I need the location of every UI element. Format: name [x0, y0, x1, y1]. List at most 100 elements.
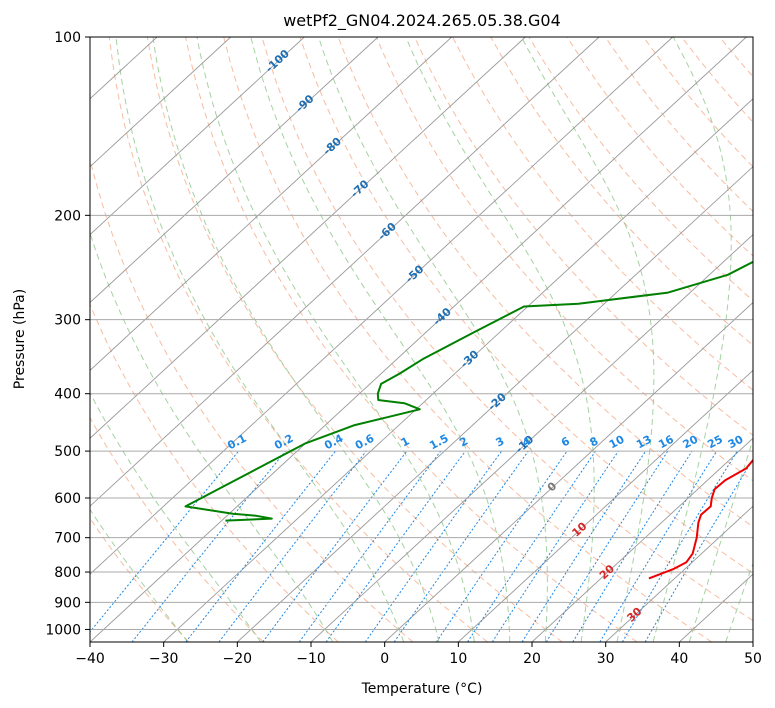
isotherm-line [163, 98, 753, 642]
isotherm-line [605, 505, 753, 642]
background-lines [90, 37, 775, 642]
dry-adiabat-line [566, 37, 753, 257]
dewpoint-profile-line [184, 260, 753, 522]
x-tick-label: −10 [296, 651, 326, 667]
mixing-ratio-line [90, 450, 239, 633]
mixing-ratio-label: 1.5 [427, 432, 450, 453]
moist-adiabat-line [725, 562, 753, 642]
mixing-ratio-label: 8 [588, 434, 601, 449]
isotherm-line [90, 37, 232, 168]
mixing-ratio-line [364, 450, 503, 642]
mixing-ratio-line [435, 450, 568, 642]
moist-adiabat-line [196, 37, 475, 642]
isotherm-line [90, 37, 379, 304]
y-tick-label: 900 [54, 595, 81, 611]
dry-adiabat-line [375, 37, 753, 482]
dry-adiabat-line [261, 37, 753, 622]
dry-adiabat-line [108, 37, 488, 642]
mixing-ratio-line [467, 450, 597, 642]
y-tick-label: 800 [54, 565, 81, 581]
mixing-ratio-label: 10 [607, 433, 627, 452]
isotherm-line [310, 233, 753, 642]
x-tick-label: 20 [523, 651, 541, 667]
moist-adiabat-line [90, 391, 262, 642]
moist-adiabat-line [152, 37, 440, 642]
isotherm-label: -100 [263, 47, 292, 75]
dry-adiabat-line [299, 37, 753, 574]
isotherm-line [531, 437, 753, 642]
moist-adiabat-line [250, 37, 511, 642]
moist-adiabat-line [520, 37, 655, 642]
mixing-ratio-line [393, 450, 529, 642]
mixing-ratio-label: 0.4 [322, 432, 346, 453]
y-tick-label: 300 [54, 313, 81, 329]
temperature-profile-line [648, 458, 753, 580]
mixing-ratio-label: 0.2 [272, 432, 295, 453]
mixing-ratio-line [262, 450, 408, 642]
mixing-ratio-line [599, 450, 718, 642]
dry-adiabat-line [146, 37, 563, 642]
y-axis: 100 200 300 400 500 600 700 800 900 1000 [45, 30, 90, 638]
x-tick-label: 30 [597, 651, 615, 667]
dry-adiabat-line [90, 416, 264, 642]
isotherm-line [90, 37, 526, 439]
mixing-ratio-line [545, 450, 669, 642]
y-axis-label: Pressure (hPa) [12, 289, 28, 389]
isotherm-line [237, 166, 753, 642]
data-series [184, 260, 753, 580]
mixing-ratio-label: 6 [559, 434, 572, 449]
plot-frame [89, 36, 754, 643]
x-tick-label: −30 [149, 651, 179, 667]
moist-adiabat-line [318, 37, 548, 642]
moist-adiabat-line [688, 437, 753, 642]
moist-adiabat-line [90, 231, 334, 642]
moist-adiabat-line [115, 37, 405, 642]
y-tick-label: 700 [54, 531, 81, 547]
x-tick-label: 40 [670, 651, 688, 667]
mixing-ratio-line [521, 450, 647, 642]
dry-adiabat-line [90, 156, 414, 642]
x-tick-label: 50 [744, 651, 762, 667]
isotherm-line [384, 301, 753, 642]
y-tick-label: 1000 [45, 622, 81, 638]
x-axis: −40 −30 −20 −10 0 10 20 30 40 50 [75, 642, 762, 667]
x-tick-label: 10 [449, 651, 467, 667]
isotherm-line [90, 37, 674, 575]
dry-adiabat-line [90, 303, 339, 642]
dry-adiabat-line [642, 37, 753, 168]
isotherm-line [90, 37, 600, 507]
isotherm-line [752, 641, 753, 642]
mixing-ratio-line [298, 450, 442, 642]
mixing-ratio-label: 13 [634, 433, 654, 452]
y-tick-label: 400 [54, 387, 81, 403]
mixing-ratio-label: 16 [656, 433, 676, 452]
mixing-ratio-line [572, 450, 693, 642]
dry-adiabat-line [223, 37, 712, 642]
mixing-ratio-line [325, 450, 466, 642]
dry-adiabat-line [90, 517, 190, 642]
isotherm-line [90, 37, 305, 236]
isotherm-line [90, 37, 747, 642]
mixing-ratio-line [218, 450, 367, 642]
mixing-ratio-label: 0.1 [225, 432, 248, 453]
dry-adiabat-line [414, 37, 753, 436]
dry-adiabat-line [490, 37, 753, 346]
mixing-ratio-label: 3 [494, 434, 507, 449]
mixing-ratio-label: 20 [681, 433, 701, 452]
isotherm-line [458, 369, 753, 642]
dry-adiabat-line [185, 37, 638, 642]
mixing-ratio-label: 30 [726, 432, 746, 451]
mixing-ratio-line [491, 450, 619, 642]
y-tick-label: 500 [54, 444, 81, 460]
moist-adiabat-line [90, 508, 189, 642]
mixing-ratio-line [131, 450, 286, 642]
x-tick-label: −20 [223, 651, 253, 667]
mixing-ratio-label: 25 [705, 433, 725, 452]
y-tick-label: 100 [54, 30, 81, 46]
dry-adiabat-line [719, 37, 753, 78]
dry-adiabat-line [452, 37, 753, 391]
y-tick-label: 600 [54, 491, 81, 507]
dry-adiabat-line [758, 37, 775, 642]
x-tick-label: −40 [75, 651, 105, 667]
